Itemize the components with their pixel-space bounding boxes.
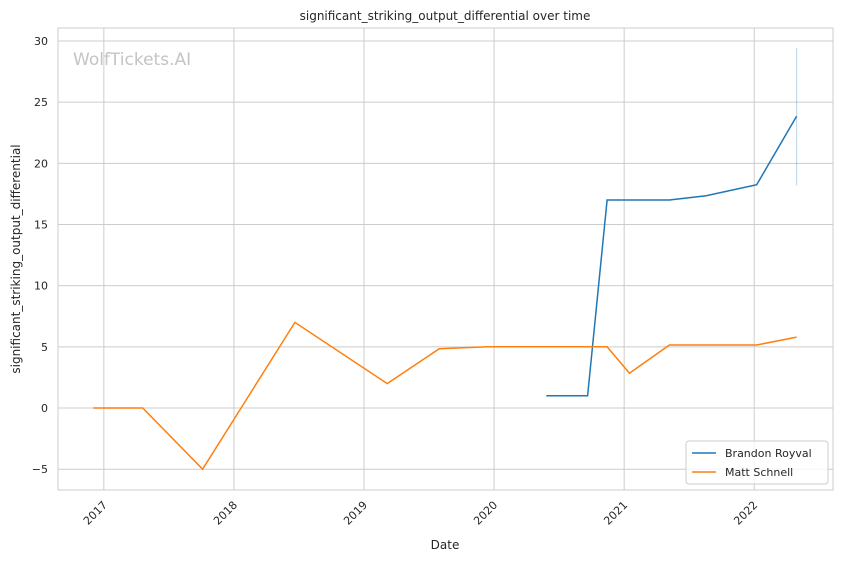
y-tick-label: 25 bbox=[34, 96, 48, 109]
y-tick-label: 15 bbox=[34, 218, 48, 231]
y-tick-label: 0 bbox=[41, 402, 48, 415]
x-tick-label: 2017 bbox=[81, 499, 110, 528]
y-tick-label: 20 bbox=[34, 157, 48, 170]
legend-box bbox=[685, 440, 829, 485]
x-axis-label: Date bbox=[431, 538, 460, 552]
x-tick-label: 2021 bbox=[601, 499, 630, 528]
x-tick-label: 2018 bbox=[211, 499, 240, 528]
legend-label: Brandon Royval bbox=[725, 447, 812, 460]
watermark: WolfTickets.AI bbox=[73, 50, 191, 70]
x-tick-label: 2022 bbox=[731, 499, 760, 528]
y-tick-label: −5 bbox=[32, 463, 48, 476]
chart-title: significant_striking_output_differential… bbox=[300, 9, 591, 23]
plot-frame bbox=[57, 27, 834, 491]
series-line-matt-schnell bbox=[93, 321, 797, 471]
x-tick-label: 2019 bbox=[341, 499, 370, 528]
legend-label: Matt Schnell bbox=[725, 466, 793, 479]
legend: Brandon Royval Matt Schnell bbox=[685, 440, 829, 485]
y-axis-label: significant_striking_output_differential bbox=[9, 144, 23, 373]
y-tick-label: 30 bbox=[34, 35, 48, 48]
x-tick-label: 2020 bbox=[471, 499, 500, 528]
y-tick-label: 10 bbox=[34, 280, 48, 293]
y-tick-label: 5 bbox=[41, 341, 48, 354]
series-line-brandon-royval bbox=[546, 115, 798, 397]
